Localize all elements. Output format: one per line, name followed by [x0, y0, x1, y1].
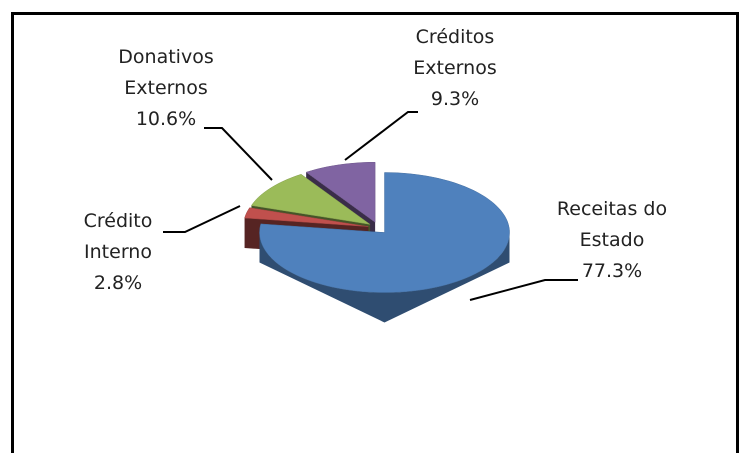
- pie-slice: [259, 172, 510, 293]
- slice-label: Créditos Externos 9.3%: [403, 22, 508, 115]
- value-label: 9.3%: [430, 88, 480, 110]
- leader-line: [344, 111, 418, 161]
- pie-slice: [305, 162, 376, 223]
- pie-slice: [250, 174, 371, 225]
- leader-line: [204, 127, 273, 181]
- value-label: 77.3%: [581, 260, 643, 282]
- slice-label: Crédito Interno 2.8%: [73, 206, 163, 299]
- value-label: 2.8%: [93, 272, 143, 294]
- pie-slice: [244, 207, 369, 227]
- category-label: Receitas do Estado: [556, 198, 668, 251]
- slice-label: Receitas do Estado 77.3%: [542, 194, 682, 287]
- slice-wall: [259, 232, 510, 323]
- category-label: Créditos Externos: [413, 26, 497, 79]
- leader-line: [163, 205, 241, 233]
- value-label: 10.6%: [135, 108, 197, 130]
- category-label: Crédito Interno: [83, 210, 153, 263]
- chart-frame: [11, 12, 739, 453]
- slice-tops: [244, 162, 510, 293]
- leader-line: [469, 279, 578, 301]
- leader-lines: [163, 111, 578, 301]
- category-label: Donativos Externos: [118, 46, 214, 99]
- slice-label: Donativos Externos 10.6%: [109, 42, 224, 135]
